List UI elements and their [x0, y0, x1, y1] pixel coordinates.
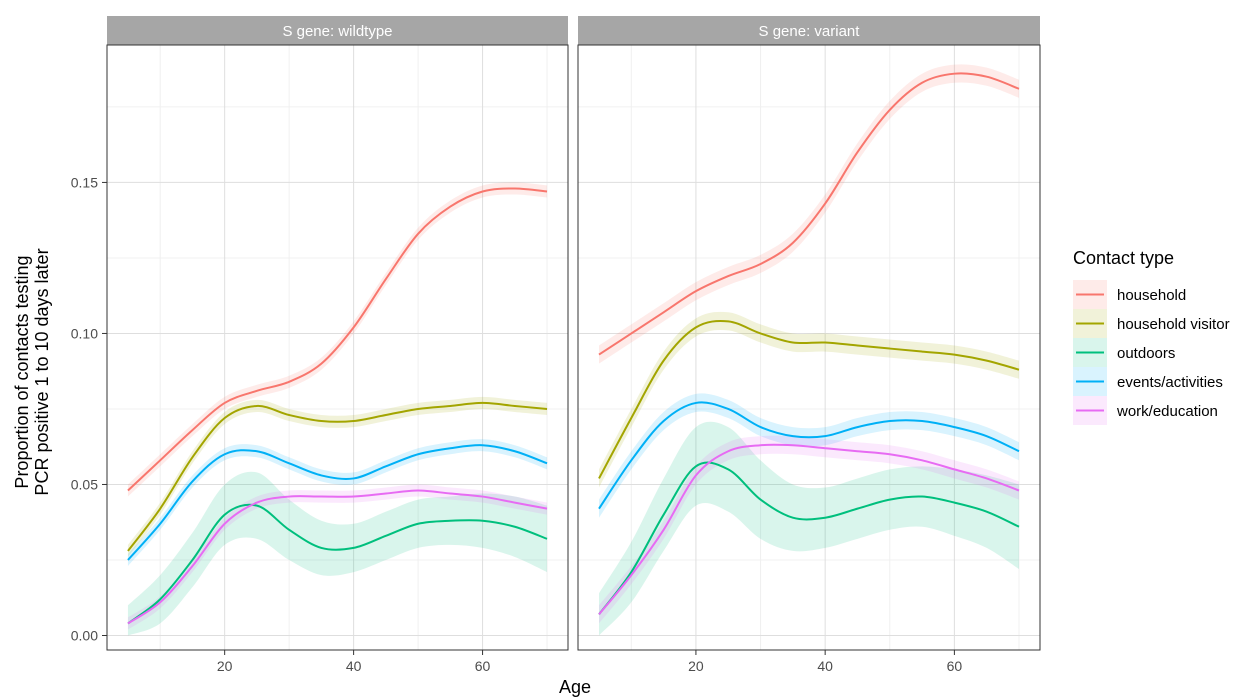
legend-item: household visitor: [1073, 309, 1230, 338]
x-ticks-variant: 20 40 60: [688, 650, 962, 674]
y-ticks: 0.00 0.05 0.10 0.15: [71, 174, 107, 644]
lines-variant: [598, 72, 1020, 615]
series-line-household-visitor: [127, 401, 548, 552]
ribbon-outdoors: [599, 421, 1019, 636]
series-line-household: [127, 187, 548, 492]
x-tick-label: 20: [217, 658, 233, 674]
strip-wildtype-background: [107, 16, 568, 45]
ribbon-events-activities: [127, 439, 548, 567]
x-tick-label: 20: [688, 658, 704, 674]
legend-label: household visitor: [1117, 316, 1230, 333]
legend-item: household: [1073, 280, 1186, 309]
legend: Contact type household household visitor o…: [1073, 248, 1230, 425]
legend-title: Contact type: [1073, 248, 1174, 268]
ribbon-events-activities: [599, 393, 1019, 518]
series-line-outdoors: [598, 461, 1020, 615]
series-line-outdoors: [127, 503, 548, 625]
legend-item: work/education: [1073, 396, 1218, 425]
series-line-work-education: [598, 443, 1020, 615]
legend-label: household: [1117, 287, 1186, 304]
y-axis-title-line-2: PCR positive 1 to 10 days later: [32, 248, 52, 495]
x-axis-title: Age: [559, 677, 591, 697]
minor-grid-variant: [578, 45, 1040, 650]
legend-label: outdoors: [1117, 345, 1175, 362]
strip-label-variant: S gene: variant: [759, 23, 861, 40]
panel-variant: S gene: variant 20 40 60: [577, 16, 1041, 674]
series-line-work-education: [127, 489, 548, 625]
x-tick-label: 60: [475, 658, 491, 674]
panel-wildtype: S gene: wildtype 20 40 60: [106, 16, 569, 674]
major-grid-wildtype: [107, 45, 568, 650]
series-line-household: [598, 72, 1020, 356]
ribbons-wildtype: [127, 182, 548, 636]
ribbons-variant: [599, 64, 1019, 636]
y-tick-label: 0.10: [71, 325, 98, 341]
ribbon-household-visitor: [599, 311, 1019, 488]
panel-border-wildtype: [106, 44, 569, 651]
strip-variant-background: [578, 16, 1040, 45]
panel-border-variant: [577, 44, 1041, 651]
strip-label-wildtype: S gene: wildtype: [282, 23, 392, 40]
x-tick-label: 40: [817, 658, 833, 674]
legend-label: events/activities: [1117, 374, 1223, 391]
lines-wildtype: [127, 187, 548, 625]
legend-item: events/activities: [1073, 367, 1223, 396]
legend-item: outdoors: [1073, 338, 1175, 367]
y-tick-label: 0.00: [71, 628, 98, 644]
x-ticks-wildtype: 20 40 60: [217, 650, 491, 674]
series-line-events-activities: [127, 444, 548, 561]
x-tick-label: 40: [346, 658, 362, 674]
series-line-events-activities: [598, 401, 1020, 510]
major-grid-variant: [578, 45, 1040, 650]
series-line-household-visitor: [598, 319, 1020, 479]
x-tick-label: 60: [947, 658, 963, 674]
minor-grid-wildtype: [107, 45, 568, 650]
ribbon-household: [599, 64, 1019, 364]
ribbon-work-education: [127, 484, 548, 630]
y-tick-label: 0.15: [71, 174, 98, 190]
y-axis-title-line-1: Proportion of contacts testing: [12, 255, 32, 488]
ribbon-outdoors: [127, 471, 548, 636]
legend-label: work/education: [1116, 403, 1218, 420]
y-tick-label: 0.05: [71, 476, 98, 492]
